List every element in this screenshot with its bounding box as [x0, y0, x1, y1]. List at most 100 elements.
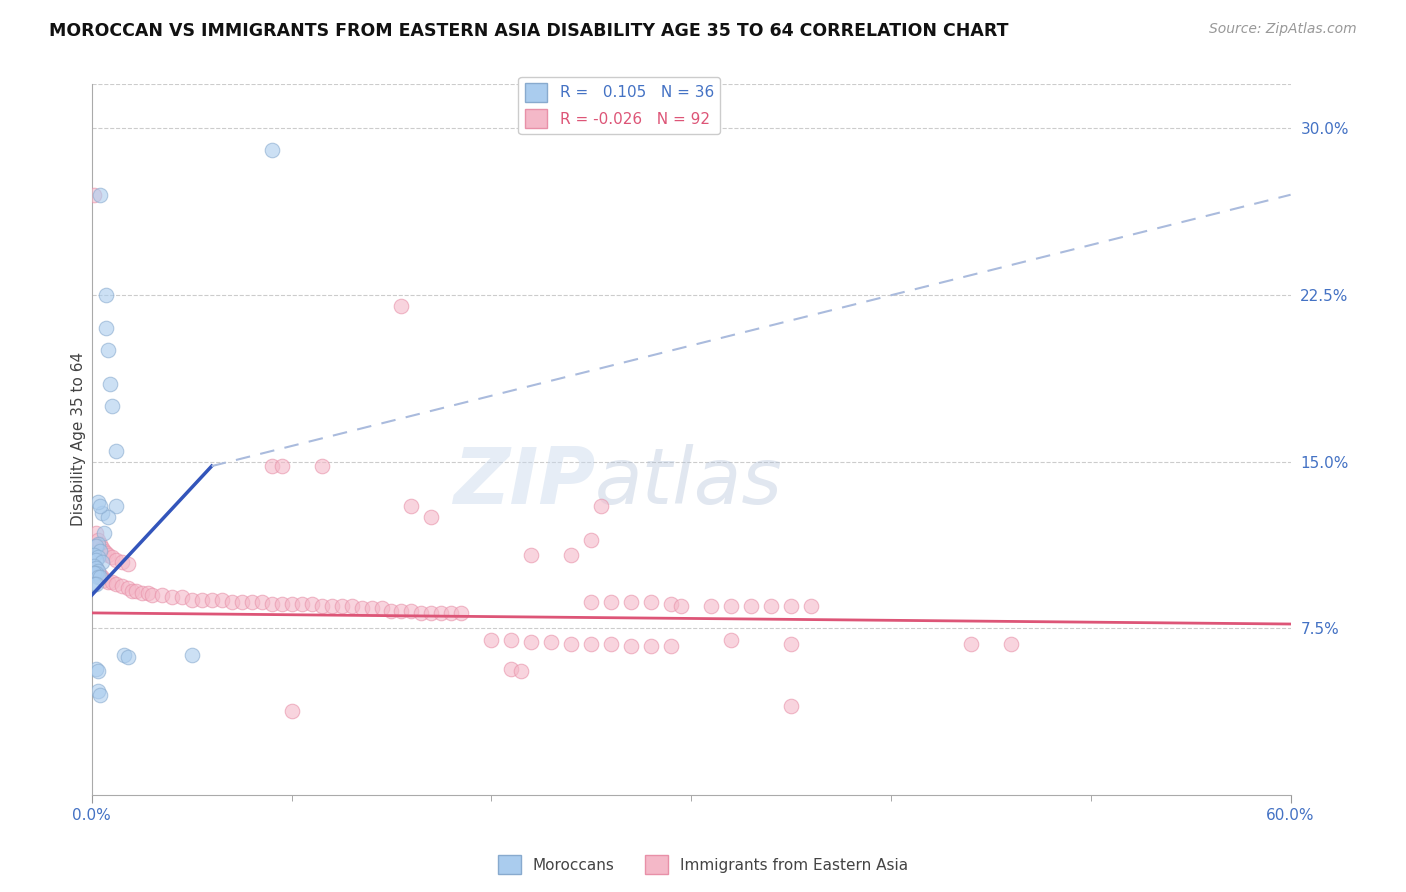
Point: [301, 597, 323, 611]
Point: [780, 699, 803, 714]
Point: [112, 648, 135, 662]
Point: [360, 601, 382, 615]
Point: [84, 661, 107, 675]
Point: [121, 583, 143, 598]
Point: [84, 577, 107, 591]
Point: [89, 537, 111, 551]
Point: [391, 604, 413, 618]
Point: [380, 604, 402, 618]
Point: [700, 599, 723, 614]
Point: [84, 539, 107, 553]
Text: atlas: atlas: [595, 444, 783, 520]
Point: [84, 525, 107, 540]
Point: [370, 601, 392, 615]
Point: [280, 597, 302, 611]
Point: [780, 599, 803, 614]
Point: [740, 599, 762, 614]
Point: [98, 376, 121, 391]
Point: [104, 499, 127, 513]
Point: [420, 510, 443, 524]
Point: [97, 574, 120, 589]
Point: [89, 499, 111, 513]
Point: [83, 548, 105, 562]
Point: [479, 632, 502, 647]
Point: [104, 577, 127, 591]
Point: [581, 533, 603, 547]
Point: [780, 637, 803, 651]
Point: [581, 637, 603, 651]
Point: [540, 635, 562, 649]
Point: [560, 548, 582, 562]
Point: [84, 566, 107, 580]
Point: [84, 561, 107, 575]
Point: [97, 510, 120, 524]
Point: [221, 595, 243, 609]
Point: [170, 591, 193, 605]
Point: [87, 550, 110, 565]
Point: [201, 592, 224, 607]
Point: [111, 579, 134, 593]
Point: [94, 321, 117, 335]
Point: [620, 595, 643, 609]
Point: [89, 688, 111, 702]
Point: [89, 543, 111, 558]
Text: Source: ZipAtlas.com: Source: ZipAtlas.com: [1209, 22, 1357, 37]
Point: [97, 548, 120, 562]
Point: [87, 533, 110, 547]
Point: [93, 573, 115, 587]
Point: [560, 637, 582, 651]
Point: [89, 570, 111, 584]
Point: [720, 599, 742, 614]
Point: [401, 604, 423, 618]
Point: [260, 143, 283, 157]
Point: [510, 664, 533, 678]
Point: [800, 599, 823, 614]
Point: [180, 648, 202, 662]
Point: [90, 541, 112, 556]
Point: [640, 595, 662, 609]
Point: [311, 599, 333, 614]
Point: [100, 574, 122, 589]
Point: [87, 683, 110, 698]
Point: [401, 499, 423, 513]
Point: [89, 187, 111, 202]
Point: [1000, 637, 1022, 651]
Point: [150, 588, 173, 602]
Point: [330, 599, 353, 614]
Point: [501, 661, 523, 675]
Point: [350, 601, 373, 615]
Point: [759, 599, 782, 614]
Point: [581, 595, 603, 609]
Point: [659, 597, 682, 611]
Point: [260, 597, 283, 611]
Point: [87, 566, 110, 580]
Point: [94, 546, 117, 560]
Point: [311, 459, 333, 474]
Point: [89, 568, 111, 582]
Point: [90, 555, 112, 569]
Point: [520, 635, 543, 649]
Point: [391, 299, 413, 313]
Point: [190, 592, 212, 607]
Point: [94, 288, 117, 302]
Point: [420, 606, 443, 620]
Point: [111, 555, 134, 569]
Point: [240, 595, 263, 609]
Point: [270, 597, 292, 611]
Point: [83, 577, 105, 591]
Point: [93, 543, 115, 558]
Point: [450, 606, 472, 620]
Point: [211, 592, 233, 607]
Point: [93, 525, 115, 540]
Point: [411, 606, 433, 620]
Point: [180, 592, 202, 607]
Point: [87, 494, 110, 508]
Point: [669, 599, 692, 614]
Point: [290, 597, 312, 611]
Point: [136, 586, 159, 600]
Point: [430, 606, 453, 620]
Point: [117, 557, 139, 571]
Point: [125, 583, 148, 598]
Point: [260, 459, 283, 474]
Point: [90, 506, 112, 520]
